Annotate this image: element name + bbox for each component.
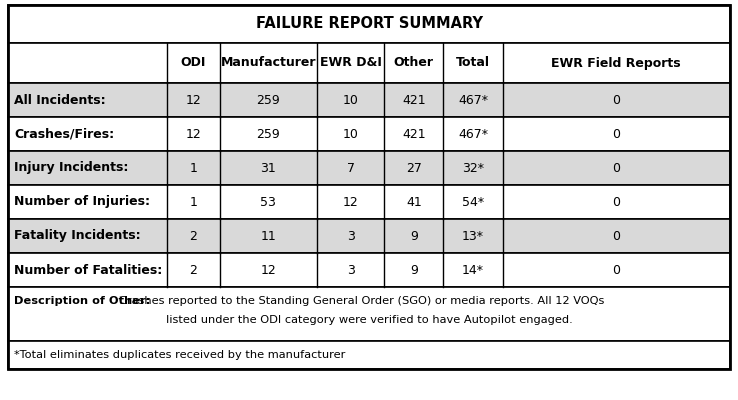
Text: 3: 3 xyxy=(347,230,354,242)
Text: 421: 421 xyxy=(402,94,426,106)
Text: Number of Injuries:: Number of Injuries: xyxy=(14,196,150,208)
Text: All Incidents:: All Incidents: xyxy=(14,94,106,106)
Bar xyxy=(8,185,730,219)
Text: 54*: 54* xyxy=(462,196,484,208)
Text: Total: Total xyxy=(456,56,490,70)
Text: 0: 0 xyxy=(613,94,620,106)
Text: 12: 12 xyxy=(261,264,276,276)
Text: 31: 31 xyxy=(261,162,276,174)
Text: Other: Other xyxy=(394,56,434,70)
Text: 259: 259 xyxy=(256,94,280,106)
Text: 3: 3 xyxy=(347,264,354,276)
Text: EWR Field Reports: EWR Field Reports xyxy=(551,56,681,70)
Bar xyxy=(8,151,730,185)
Text: Crashes/Fires:: Crashes/Fires: xyxy=(14,128,114,140)
Text: 10: 10 xyxy=(342,128,359,140)
Text: ODI: ODI xyxy=(181,56,206,70)
Bar xyxy=(8,117,730,151)
Text: 7: 7 xyxy=(347,162,354,174)
Text: 32*: 32* xyxy=(462,162,484,174)
Text: Description of Other:: Description of Other: xyxy=(14,296,151,306)
Bar xyxy=(8,253,730,287)
Text: EWR D&I: EWR D&I xyxy=(320,56,382,70)
Text: 0: 0 xyxy=(613,196,620,208)
Text: Fatality Incidents:: Fatality Incidents: xyxy=(14,230,141,242)
Text: 0: 0 xyxy=(613,128,620,140)
Text: 9: 9 xyxy=(410,230,418,242)
Bar xyxy=(8,43,730,83)
Text: 53: 53 xyxy=(261,196,276,208)
Text: 10: 10 xyxy=(342,94,359,106)
Text: 9: 9 xyxy=(410,264,418,276)
Text: 12: 12 xyxy=(185,128,201,140)
Text: 1: 1 xyxy=(189,196,197,208)
Text: 1: 1 xyxy=(189,162,197,174)
Bar xyxy=(8,287,730,341)
Text: Manufacturer: Manufacturer xyxy=(221,56,316,70)
Text: 259: 259 xyxy=(256,128,280,140)
Text: 2: 2 xyxy=(189,230,197,242)
Text: *Total eliminates duplicates received by the manufacturer: *Total eliminates duplicates received by… xyxy=(14,350,345,360)
Text: Injury Incidents:: Injury Incidents: xyxy=(14,162,128,174)
Bar xyxy=(8,5,730,43)
Bar xyxy=(8,83,730,117)
Text: 13*: 13* xyxy=(462,230,484,242)
Text: FAILURE REPORT SUMMARY: FAILURE REPORT SUMMARY xyxy=(255,16,483,32)
Text: 27: 27 xyxy=(406,162,421,174)
Text: 41: 41 xyxy=(406,196,421,208)
Text: 421: 421 xyxy=(402,128,426,140)
Text: 0: 0 xyxy=(613,264,620,276)
Text: 0: 0 xyxy=(613,162,620,174)
Text: Number of Fatalities:: Number of Fatalities: xyxy=(14,264,162,276)
Text: 11: 11 xyxy=(261,230,276,242)
Text: 0: 0 xyxy=(613,230,620,242)
Text: Crashes reported to the Standing General Order (SGO) or media reports. All 12 VO: Crashes reported to the Standing General… xyxy=(119,296,604,306)
Text: 12: 12 xyxy=(342,196,359,208)
Text: 12: 12 xyxy=(185,94,201,106)
Text: 14*: 14* xyxy=(462,264,484,276)
Bar xyxy=(8,341,730,369)
Text: 467*: 467* xyxy=(458,128,488,140)
Text: 467*: 467* xyxy=(458,94,488,106)
Bar xyxy=(8,219,730,253)
Text: 2: 2 xyxy=(189,264,197,276)
Text: listed under the ODI category were verified to have Autopilot engaged.: listed under the ODI category were verif… xyxy=(165,315,573,325)
